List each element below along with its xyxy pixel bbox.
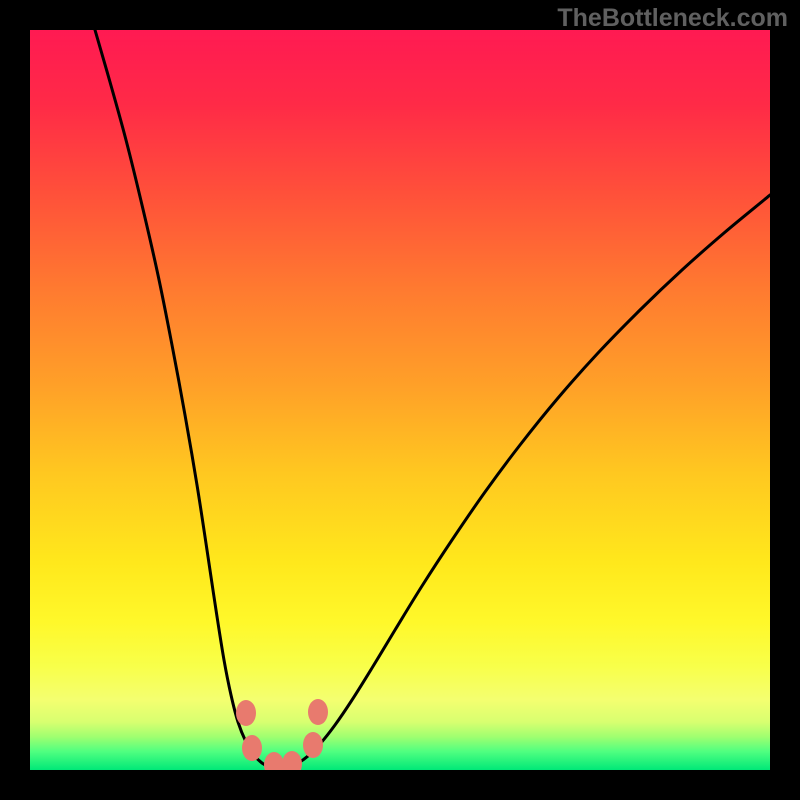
plot-area [30,30,770,770]
bottleneck-curve-chart [30,30,770,770]
chart-container: TheBottleneck.com [0,0,800,800]
curve-marker [308,699,328,725]
curve-marker [236,700,256,726]
curve-marker [303,732,323,758]
curve-marker [242,735,262,761]
gradient-background [30,30,770,770]
watermark-text: TheBottleneck.com [557,4,788,33]
